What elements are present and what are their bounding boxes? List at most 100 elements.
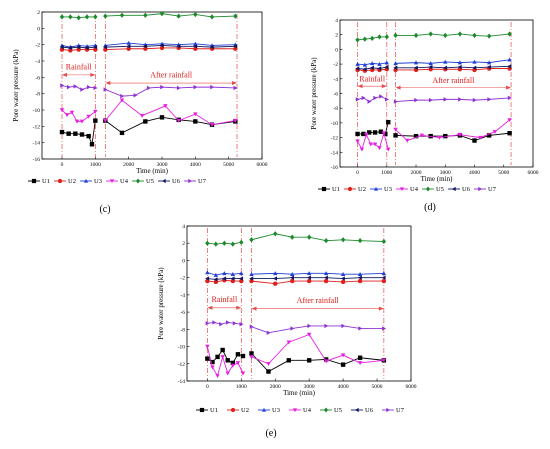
data-point-U7 [160, 84, 165, 90]
data-point-U6 [176, 44, 181, 49]
data-point-U3 [222, 271, 227, 276]
data-point-U1 [59, 129, 65, 135]
data-point-U4 [86, 114, 91, 119]
data-point-U4 [235, 361, 241, 366]
data-point-U3 [457, 60, 463, 65]
rainfall-label: Rainfall [66, 63, 93, 72]
data-point-U5 [393, 32, 398, 39]
data-point-U4 [93, 109, 98, 114]
rainfall-arrow-head-right [90, 72, 96, 77]
data-point-U4 [59, 108, 65, 113]
x-axis-label: Time (min) [421, 175, 453, 183]
data-point-U5 [357, 237, 363, 244]
panel-label: (d) [424, 202, 436, 213]
data-point-U7 [80, 87, 85, 92]
data-point-U7 [103, 87, 108, 92]
data-point-U1 [225, 358, 230, 363]
y-tick-label: -16 [33, 157, 41, 163]
data-point-U7 [307, 323, 312, 329]
data-point-U7 [358, 326, 363, 331]
legend-label: U1 [210, 407, 218, 414]
series-line-U3-after [251, 272, 384, 275]
series-line-U4-after [104, 99, 236, 126]
data-point-U2 [290, 278, 295, 284]
data-point-U1 [79, 132, 85, 137]
y-tick-label: 2 [37, 10, 40, 16]
x-tick-label: 2000 [411, 170, 422, 176]
data-point-U5 [428, 31, 433, 37]
series-line-U5-after [251, 233, 384, 242]
data-point-U4 [210, 365, 215, 370]
data-point-U4 [139, 113, 145, 118]
data-point-U6 [340, 276, 345, 281]
data-point-U3 [306, 271, 312, 276]
legend-swatch-marker [83, 178, 89, 183]
rainfall-arrow-head-left [357, 84, 363, 89]
chart-panel-2: -14 -12 -10 -8 -6 -4 -2 0 2 4 0 1000 2000 3000 4000 500… [157, 224, 417, 439]
series-line-U4-after [395, 119, 510, 142]
data-point-U4 [457, 132, 463, 137]
data-point-U4 [478, 135, 483, 140]
x-tick-label: 1000 [381, 170, 392, 176]
data-point-U6 [84, 45, 89, 51]
data-point-U4 [64, 113, 70, 118]
data-point-U6 [126, 44, 131, 49]
data-point-U1 [372, 130, 378, 135]
y-tick-label: -6 [180, 310, 185, 316]
data-point-U2 [340, 279, 346, 285]
series-line-U1-after [395, 132, 510, 142]
y-tick-label: -12 [331, 136, 339, 142]
legend-label: U5 [436, 186, 444, 193]
data-point-U3 [239, 271, 244, 276]
after-rainfall-arrow-head-right [378, 306, 384, 311]
data-point-U5 [323, 237, 329, 244]
data-point-U6 [233, 44, 238, 49]
data-point-U3 [362, 62, 368, 67]
data-point-U1 [205, 356, 210, 361]
data-point-U4 [215, 374, 220, 379]
data-point-U5 [222, 240, 227, 246]
y-axis-label: Pore water pressure (kPa) [12, 49, 20, 122]
data-point-U7 [385, 97, 389, 102]
legend-label: U6 [172, 178, 181, 185]
data-point-U4 [176, 118, 181, 123]
y-tick-label: -14 [33, 141, 41, 147]
panel-label: (e) [265, 428, 276, 439]
data-point-U6 [507, 64, 512, 69]
data-point-U4 [492, 129, 498, 134]
data-point-U1 [340, 362, 346, 367]
y-tick-label: -8 [180, 327, 185, 333]
data-point-U7 [120, 93, 125, 99]
data-point-U5 [143, 12, 148, 18]
data-point-U4 [405, 138, 410, 143]
data-point-U6 [273, 276, 278, 281]
series-line-U4-after [251, 333, 384, 365]
data-point-U6 [377, 66, 382, 71]
data-point-U4 [163, 104, 168, 109]
chart-panel-1: -16 -14 -12 -10 -8 -6 -4 -2 0 2 4 0 1000 2000 3000 4000… [310, 18, 539, 213]
x-tick-label: 4000 [190, 162, 201, 168]
data-point-U4 [225, 371, 230, 376]
data-point-U7 [233, 85, 238, 91]
y-tick-label: -2 [180, 276, 185, 282]
data-point-U1 [393, 133, 398, 138]
series-line-U5-after [105, 13, 236, 18]
data-point-U6 [369, 65, 374, 70]
legend-label: U1 [42, 178, 50, 185]
data-point-U1 [507, 130, 512, 136]
legend-swatch-marker [386, 407, 391, 413]
data-point-U4 [266, 362, 271, 366]
data-point-U7 [249, 324, 254, 329]
data-point-U5 [369, 35, 375, 42]
after-rainfall-arrow-head-left [105, 81, 111, 86]
y-tick-label: 2 [335, 33, 338, 39]
data-point-U6 [230, 276, 235, 281]
data-point-U4 [79, 119, 85, 124]
data-point-U3 [486, 60, 492, 65]
data-point-U3 [213, 272, 219, 277]
legend-label: U6 [365, 407, 374, 414]
data-point-U6 [306, 275, 311, 280]
x-tick-label: 3000 [304, 384, 315, 390]
data-point-U4 [437, 135, 442, 140]
data-point-U4 [381, 131, 387, 136]
